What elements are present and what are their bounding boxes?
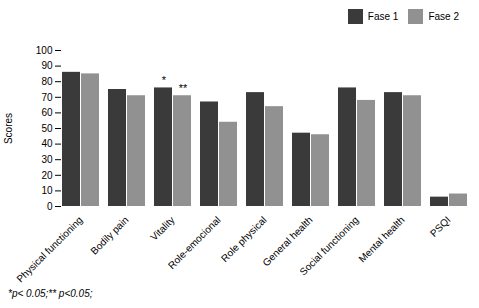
- svg-text:60: 60: [41, 107, 53, 118]
- html-text:Fase 2: Fase 2: [428, 11, 459, 22]
- svg-text:Scores: Scores: [3, 113, 14, 144]
- svg-text:Role physical: Role physical: [219, 214, 269, 264]
- html-text:Fase 1: Fase 1: [367, 11, 399, 22]
- svg-text:30: 30: [41, 154, 53, 165]
- svg-text:10: 10: [41, 185, 53, 196]
- svg-text:Physical functioning: Physical functioning: [14, 214, 84, 284]
- svg-text:0: 0: [47, 201, 53, 212]
- svg-text:**: **: [178, 82, 187, 94]
- svg-text:80: 80: [41, 76, 53, 87]
- svg-text:Social functioning: Social functioning: [297, 214, 360, 277]
- svg-text:20: 20: [41, 170, 53, 181]
- svg-text:Bodily pain: Bodily pain: [88, 214, 130, 256]
- svg-text:50: 50: [41, 123, 53, 134]
- svg-text:Mental health: Mental health: [356, 214, 406, 264]
- svg-text:40: 40: [41, 138, 53, 149]
- html-text:*p< 0.05;** p<0.05;: *p< 0.05;** p<0.05;: [8, 288, 93, 299]
- svg-text:General health: General health: [260, 214, 315, 269]
- svg-text:Role-emocional: Role-emocional: [166, 214, 223, 271]
- svg-text:70: 70: [41, 92, 53, 103]
- svg-text:90: 90: [41, 60, 53, 71]
- svg-text:Vitality: Vitality: [148, 214, 176, 242]
- svg-text:*: *: [161, 74, 166, 86]
- svg-text:PSQI: PSQI: [428, 214, 453, 239]
- svg-text:100: 100: [36, 45, 53, 56]
